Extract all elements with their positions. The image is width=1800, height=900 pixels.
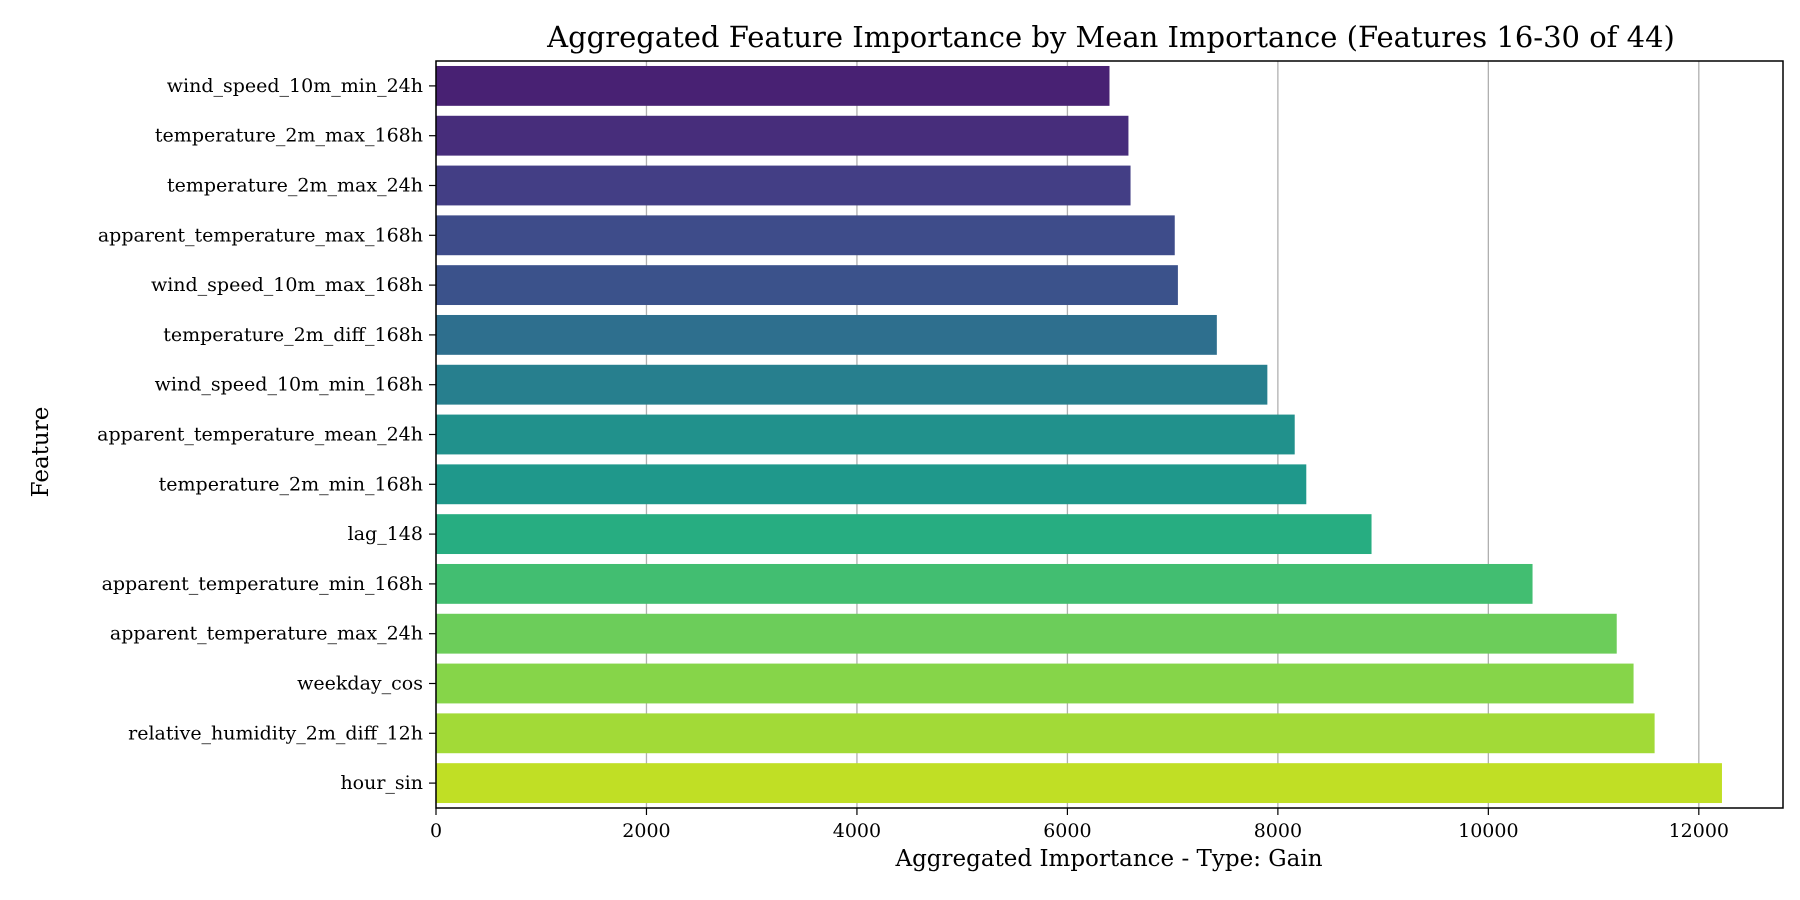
y-tick-label: hour_sin xyxy=(340,772,423,794)
x-tick-label: 10000 xyxy=(1458,820,1518,842)
bar xyxy=(436,414,1295,455)
y-tick-label: wind_speed_10m_min_24h xyxy=(167,75,423,97)
bar xyxy=(436,514,1372,555)
x-tick-labels: 0 2000 4000 6000 8000 10000 12000 xyxy=(430,808,1729,842)
x-axis-label: Aggregated Importance - Type: Gain xyxy=(894,846,1322,872)
y-tick-label: temperature_2m_max_168h xyxy=(155,125,423,147)
y-tick-label: relative_humidity_2m_diff_12h xyxy=(128,722,423,744)
bar xyxy=(436,364,1268,405)
x-tick-label: 4000 xyxy=(833,820,881,842)
bar xyxy=(436,464,1307,505)
x-tick-label: 0 xyxy=(430,820,442,842)
y-tick-label: wind_speed_10m_max_168h xyxy=(151,274,423,296)
bar xyxy=(436,65,1110,106)
bar xyxy=(436,613,1617,654)
y-tick-label: apparent_temperature_max_168h xyxy=(98,224,423,246)
y-tick-label: apparent_temperature_min_168h xyxy=(102,573,423,595)
x-tick-label: 8000 xyxy=(1254,820,1302,842)
y-tick-label: apparent_temperature_max_24h xyxy=(110,623,423,645)
bar xyxy=(436,763,1722,804)
bar xyxy=(436,314,1217,355)
y-tick-label: apparent_temperature_mean_24h xyxy=(97,424,423,446)
y-tick-label: wind_speed_10m_min_168h xyxy=(155,374,423,396)
bar xyxy=(436,265,1178,306)
y-tick-label: lag_148 xyxy=(348,523,423,545)
x-tick-label: 2000 xyxy=(622,820,670,842)
bar xyxy=(436,215,1175,256)
y-tick-label: weekday_cos xyxy=(297,673,423,695)
chart-title: Aggregated Feature Importance by Mean Im… xyxy=(546,20,1675,54)
bar xyxy=(436,663,1634,704)
bar xyxy=(436,713,1655,754)
bar xyxy=(436,115,1129,156)
bars xyxy=(436,65,1722,804)
y-tick-labels: wind_speed_10m_min_24h temperature_2m_max… xyxy=(97,75,436,794)
x-tick-label: 12000 xyxy=(1669,820,1729,842)
y-tick-label: temperature_2m_max_24h xyxy=(167,175,423,197)
y-tick-label: temperature_2m_min_168h xyxy=(159,473,423,495)
x-tick-label: 6000 xyxy=(1043,820,1091,842)
bar xyxy=(436,165,1131,206)
y-axis-label: Feature xyxy=(28,407,54,498)
y-tick-label: temperature_2m_diff_168h xyxy=(163,324,423,346)
bar xyxy=(436,563,1533,604)
